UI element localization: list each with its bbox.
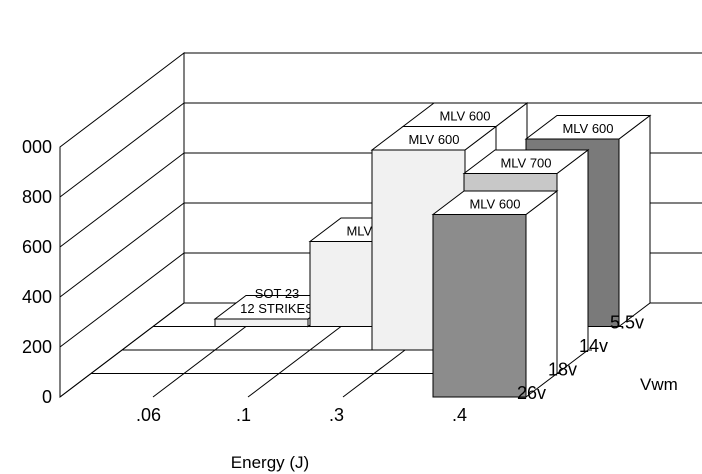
y-tick-label: 600 [22,237,52,257]
z-tick-label: 18v [548,360,577,380]
bar-label: 12 STRIKES [240,301,314,316]
bar-label: MLV 600 [562,121,613,136]
y-tick-label: 400 [22,287,52,307]
bar-label: SOT 23 [255,286,300,301]
z-tick-label: 26v [517,383,546,403]
x-tick-label: .06 [136,405,161,425]
z-tick-label: 14v [579,336,608,356]
x-tick-label: .4 [452,405,467,425]
bar-front [432,214,527,398]
bar-front [214,318,309,327]
bar-.4-26v: MLV 600 [431,189,559,399]
bar-label: MLV 600 [408,132,459,147]
z-axis-title: Vwm [640,375,678,394]
x-tick-label: .1 [236,405,251,425]
gridline-left-wall [59,252,185,348]
gridline-left-wall [59,152,185,248]
left-wall [59,51,185,399]
y-tick-label: 000 [22,137,52,157]
floor-diagonal [59,302,185,398]
gridline-left-wall [59,102,185,198]
bar-label: MLV 600 [469,197,520,212]
y-tick-label: 200 [22,337,52,357]
bar-side [618,114,651,328]
bar-label: MLV 700 [500,156,551,171]
gridline-left-wall [59,202,185,298]
x-tick-label: .3 [329,405,344,425]
z-tick-label: 5.5v [610,313,644,333]
bar-label: MLV 600 [439,109,490,124]
y-tick-label: 800 [22,187,52,207]
x-axis-title: Energy (J) [231,453,309,472]
y-tick-label: 0 [42,387,52,407]
